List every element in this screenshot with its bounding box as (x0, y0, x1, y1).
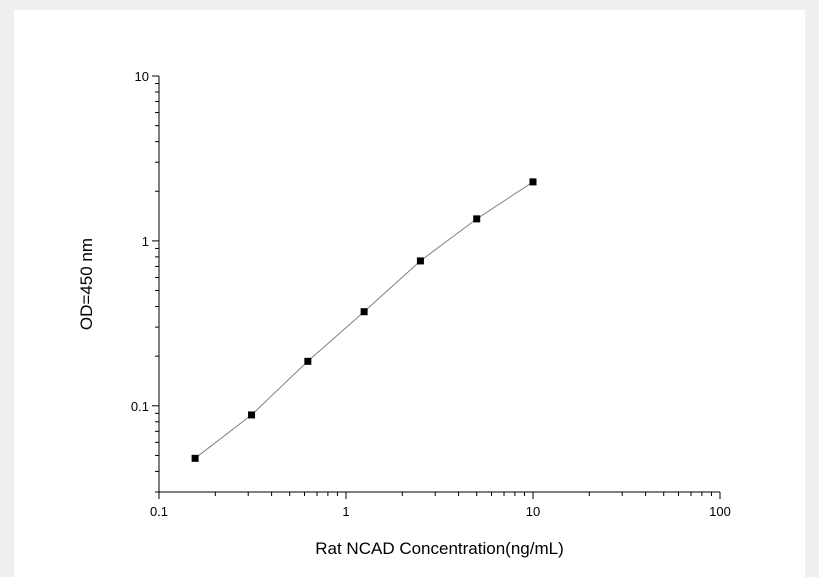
data-point (304, 357, 312, 365)
y-axis-title: OD=450 nm (77, 238, 96, 330)
y-tick-label: 1 (142, 234, 149, 249)
data-points (191, 178, 537, 462)
x-tick-label: 1 (342, 504, 349, 519)
data-point (360, 308, 368, 316)
chart-panel: 0.1 1 10 100 0.1 1 10 Rat NCAD Concentration(n… (14, 10, 805, 577)
x-tick-label: 0.1 (150, 504, 168, 519)
x-axis-title: Rat NCAD Concentration(ng/mL) (315, 539, 563, 558)
data-point (529, 178, 537, 186)
data-point (416, 257, 424, 265)
x-tick-label: 100 (709, 504, 731, 519)
tick-labels: 0.1 1 10 100 0.1 1 10 (131, 69, 731, 519)
standard-curve-chart: 0.1 1 10 100 0.1 1 10 Rat NCAD Concentration(n… (77, 69, 731, 558)
y-tick-label: 10 (135, 69, 149, 84)
series-line-group (194, 181, 534, 459)
series-line (194, 181, 534, 459)
data-point (248, 411, 256, 419)
x-tick-label: 10 (526, 504, 540, 519)
data-point (191, 454, 199, 462)
y-tick-label: 0.1 (131, 399, 149, 414)
axes (152, 75, 721, 499)
data-point (473, 215, 481, 223)
